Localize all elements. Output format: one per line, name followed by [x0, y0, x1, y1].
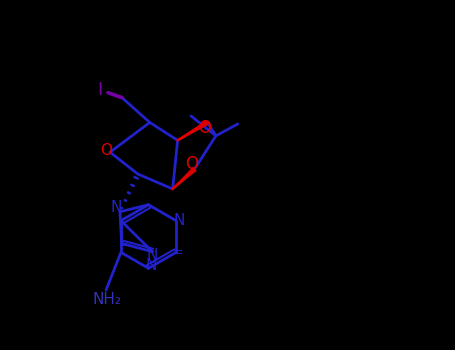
Polygon shape	[172, 168, 196, 189]
Polygon shape	[177, 121, 208, 140]
Text: N: N	[173, 213, 185, 228]
Text: =: =	[173, 246, 183, 259]
Text: N: N	[146, 258, 157, 273]
Text: I: I	[97, 81, 103, 99]
Text: O: O	[198, 119, 211, 138]
Text: N: N	[147, 248, 158, 263]
Text: N: N	[110, 200, 121, 215]
Text: =: =	[119, 240, 128, 250]
Text: O: O	[100, 143, 112, 158]
Text: NH₂: NH₂	[92, 292, 121, 307]
Text: O: O	[185, 155, 198, 173]
